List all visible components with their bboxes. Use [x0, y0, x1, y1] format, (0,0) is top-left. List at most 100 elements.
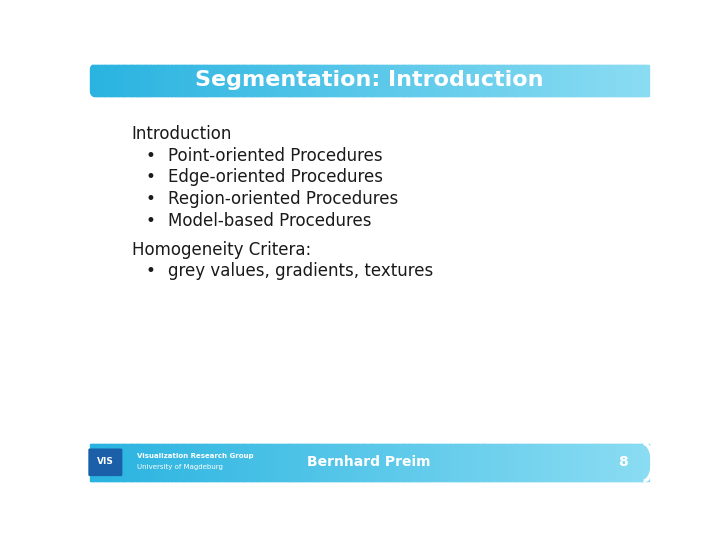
Bar [598, 65, 600, 96]
Bar [318, 444, 320, 481]
Bar [626, 444, 628, 481]
Bar [315, 444, 317, 481]
Bar [261, 444, 264, 481]
Bar [190, 65, 193, 96]
Bar [139, 65, 141, 96]
Bar [322, 65, 324, 96]
Bar [590, 65, 592, 96]
Bar [185, 444, 187, 481]
Bar [384, 444, 387, 481]
Bar [582, 444, 585, 481]
Bar [175, 444, 178, 481]
FancyBboxPatch shape [89, 449, 122, 476]
Bar [127, 444, 130, 481]
Bar [508, 65, 511, 96]
Bar [102, 65, 105, 96]
Bar [168, 444, 171, 481]
Bar [328, 65, 331, 96]
Bar [354, 65, 356, 96]
Bar [112, 444, 114, 481]
Bar [593, 444, 595, 481]
Bar [603, 65, 606, 96]
Bar [462, 65, 465, 96]
Bar [160, 65, 162, 96]
Bar [369, 444, 372, 481]
Bar [306, 444, 309, 481]
Bar [398, 444, 401, 481]
Bar [616, 65, 618, 96]
Bar [456, 444, 458, 481]
Bar [420, 444, 423, 481]
Bar [225, 65, 228, 96]
Bar [264, 444, 267, 481]
Bar [605, 444, 607, 481]
Bar [289, 65, 292, 96]
Bar [309, 444, 312, 481]
Bar [392, 444, 395, 481]
Bar [316, 444, 318, 481]
Bar [524, 444, 526, 481]
Bar [300, 65, 302, 96]
Bar [366, 65, 369, 96]
Bar [101, 444, 104, 481]
Bar [150, 444, 153, 481]
Bar [413, 444, 415, 481]
Bar [253, 65, 256, 96]
Bar [114, 65, 116, 96]
Bar [383, 65, 385, 96]
Bar [242, 65, 245, 96]
Bar [303, 444, 306, 481]
Bar [325, 65, 328, 96]
Text: •: • [145, 168, 156, 186]
Bar [538, 444, 540, 481]
Bar [169, 444, 172, 481]
Bar [368, 444, 370, 481]
Bar [143, 65, 145, 96]
Bar [623, 65, 626, 96]
Bar [617, 65, 620, 96]
Bar [467, 444, 469, 481]
Bar [618, 444, 621, 481]
Bar [498, 444, 500, 481]
Bar [446, 444, 449, 481]
Bar [411, 444, 413, 481]
Bar [307, 65, 310, 96]
Bar [274, 65, 276, 96]
Bar [508, 444, 511, 481]
Bar [416, 444, 419, 481]
Bar [553, 65, 556, 96]
Bar [372, 65, 374, 96]
Bar [235, 444, 238, 481]
Bar [549, 65, 552, 96]
Bar [276, 444, 278, 481]
Bar [538, 65, 540, 96]
Bar [312, 444, 315, 481]
Bar [373, 65, 376, 96]
Bar [248, 444, 250, 481]
Bar [569, 444, 571, 481]
Bar [263, 65, 266, 96]
Bar [464, 444, 467, 481]
Bar [447, 444, 449, 481]
Bar [150, 65, 153, 96]
Bar [122, 444, 125, 481]
Bar [364, 65, 366, 96]
Bar [389, 444, 391, 481]
Bar [418, 65, 420, 96]
Bar [454, 444, 456, 481]
Bar [331, 65, 334, 96]
Bar [319, 65, 321, 96]
Bar [535, 444, 538, 481]
Bar [210, 65, 212, 96]
Text: •: • [145, 262, 156, 280]
Bar [499, 65, 501, 96]
Bar [469, 65, 472, 96]
Bar [132, 65, 135, 96]
Bar [222, 444, 225, 481]
Bar [294, 444, 296, 481]
Bar [217, 65, 220, 96]
Bar [570, 65, 572, 96]
Bar [584, 65, 586, 96]
Bar [578, 444, 581, 481]
Text: Edge-oriented Procedures: Edge-oriented Procedures [168, 168, 383, 186]
